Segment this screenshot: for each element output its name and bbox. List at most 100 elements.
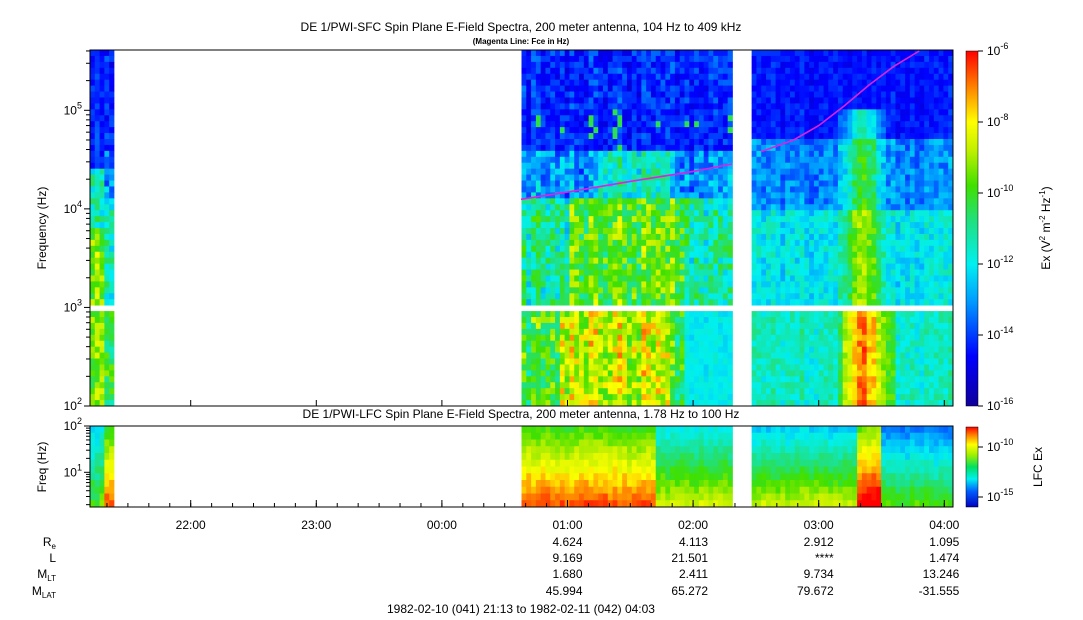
sfc-cell xyxy=(751,263,757,270)
sfc-cell xyxy=(780,322,786,330)
sfc-cell xyxy=(622,85,628,92)
sfc-cell xyxy=(789,364,796,371)
sfc-cell xyxy=(847,239,853,247)
sfc-cell xyxy=(588,73,594,81)
sfc-cell xyxy=(535,204,542,211)
sfc-cell xyxy=(698,328,705,336)
sfc-cell xyxy=(579,245,585,253)
sfc-cell xyxy=(90,127,96,134)
sfc-cell xyxy=(531,85,537,92)
sfc-cell xyxy=(622,50,628,57)
sfc-cell xyxy=(722,73,729,81)
sfc-cell xyxy=(109,156,115,164)
sfc-cell xyxy=(535,174,542,181)
sfc-cell xyxy=(789,180,796,187)
sfc-cell xyxy=(761,174,767,181)
sfc-cell xyxy=(617,91,623,98)
sfc-cell xyxy=(588,55,594,63)
sfc-cell xyxy=(660,394,666,401)
sfc-cell xyxy=(718,174,724,181)
sfc-cell xyxy=(665,239,671,247)
sfc-cell xyxy=(679,192,685,199)
sfc-cell xyxy=(813,204,820,211)
sfc-cell xyxy=(94,210,100,217)
sfc-cell xyxy=(617,334,623,342)
sfc-cell xyxy=(660,222,666,229)
sfc-cell xyxy=(708,328,714,336)
sfc-cell xyxy=(109,317,115,324)
sfc-cell xyxy=(104,61,110,69)
sfc-cell xyxy=(660,317,666,324)
sfc-cell xyxy=(631,174,637,181)
sfc-cell xyxy=(99,269,105,276)
sfc-cell xyxy=(785,269,791,276)
sfc-cell xyxy=(785,210,791,217)
sfc-cell xyxy=(622,216,628,223)
sfc-cell xyxy=(564,210,570,217)
sfc-cell xyxy=(674,162,681,170)
sfc-cell xyxy=(593,358,599,365)
sfc-cell xyxy=(545,251,551,259)
sfc-cell xyxy=(713,233,719,241)
sfc-cell xyxy=(694,216,700,223)
sfc-cell xyxy=(837,228,844,235)
sfc-cell xyxy=(809,299,815,306)
sfc-cell xyxy=(866,281,872,288)
sfc-cell xyxy=(540,109,546,116)
sfc-cell xyxy=(660,139,666,146)
sfc-cell xyxy=(909,121,916,128)
sfc-cell xyxy=(646,103,652,110)
sfc-cell xyxy=(751,317,757,324)
sfc-cell xyxy=(646,156,652,164)
sfc-cell xyxy=(540,198,546,205)
sfc-cell xyxy=(837,180,844,187)
sfc-cell xyxy=(109,233,115,241)
sfc-cell xyxy=(569,370,575,377)
sfc-cell xyxy=(626,109,633,116)
sfc-cell xyxy=(914,376,920,383)
sfc-cell xyxy=(665,388,671,395)
sfc-cell xyxy=(857,269,863,276)
sfc-cell xyxy=(857,376,863,383)
sfc-cell xyxy=(828,376,834,383)
sfc-cell xyxy=(694,127,700,134)
sfc-cell xyxy=(670,73,676,81)
sfc-cell xyxy=(804,222,810,229)
sfc-cell xyxy=(914,156,920,164)
sfc-cell xyxy=(785,311,791,318)
sfc-cell xyxy=(574,222,580,229)
sfc-cell xyxy=(895,400,901,407)
sfc-cell xyxy=(641,204,647,211)
sfc-cell xyxy=(655,239,661,247)
sfc-cell xyxy=(660,328,666,336)
sfc-cell xyxy=(90,204,96,211)
sfc-cell xyxy=(708,91,714,98)
sfc-cell xyxy=(789,394,796,401)
sfc-cell xyxy=(847,127,853,134)
sfc-cell xyxy=(919,103,925,110)
sfc-cell xyxy=(588,376,594,383)
sfc-cell xyxy=(531,198,537,205)
sfc-cell xyxy=(809,186,815,193)
sfc-cell xyxy=(674,370,681,377)
sfc-cell xyxy=(679,233,685,241)
sfc-cell xyxy=(617,222,623,229)
sfc-cell xyxy=(631,61,637,69)
sfc-cell xyxy=(871,275,877,282)
sfc-cell xyxy=(861,352,868,359)
sfc-cell xyxy=(550,61,556,69)
sfc-cell xyxy=(785,50,791,57)
sfc-cell xyxy=(674,186,681,193)
sfc-cell xyxy=(861,210,868,217)
sfc-cell xyxy=(813,50,820,57)
sfc-cell xyxy=(559,299,566,306)
sfc-cell xyxy=(622,192,628,199)
sfc-cell xyxy=(104,281,110,288)
sfc-cell xyxy=(756,186,762,193)
sfc-cell xyxy=(636,162,642,170)
sfc-cell xyxy=(593,85,599,92)
sfc-cell xyxy=(583,263,590,270)
sfc-cell xyxy=(794,269,800,276)
sfc-cell xyxy=(751,127,757,134)
